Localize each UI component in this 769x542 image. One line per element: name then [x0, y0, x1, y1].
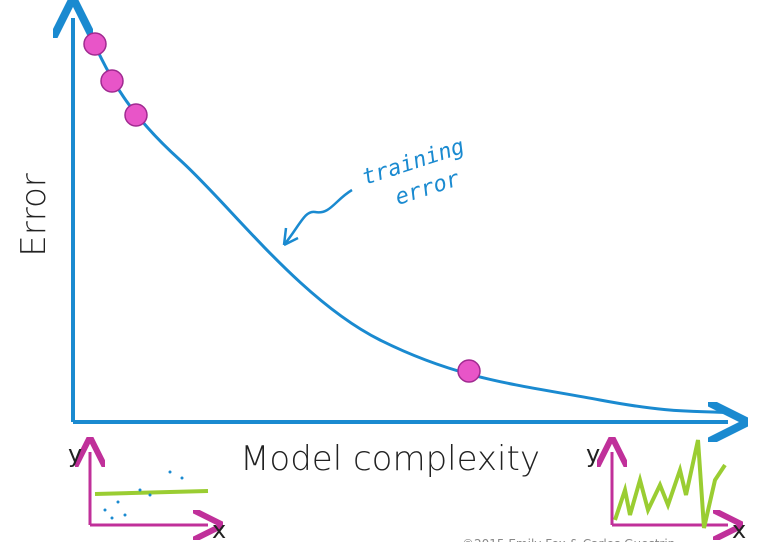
training-error-curve — [86, 29, 731, 415]
y-axis-label: Error — [14, 173, 54, 256]
inset-y-label: y — [586, 440, 600, 468]
inset-y-label: y — [68, 440, 82, 468]
copyright: ©2015 Emily Fox & Carlos Guestrin — [462, 537, 675, 542]
main-axes — [73, 18, 728, 422]
inset-right: y x — [586, 440, 746, 542]
inset-left: y x — [68, 440, 226, 542]
inset-x-label: x — [212, 516, 226, 542]
annotation-arrow — [282, 188, 353, 247]
data-points — [83, 32, 481, 383]
inset-x-label: x — [732, 516, 746, 542]
x-axis-label: Model complexity — [240, 439, 540, 479]
